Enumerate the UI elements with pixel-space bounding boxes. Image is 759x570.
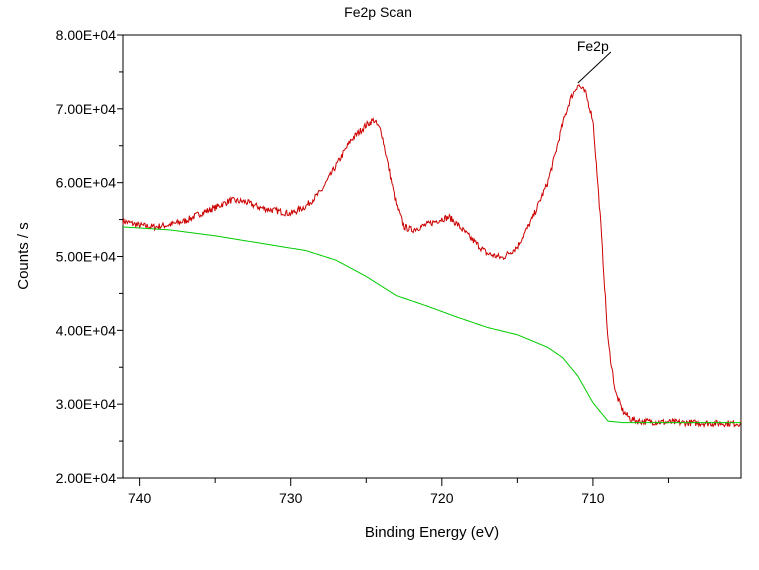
x-tick-label: 740: [128, 490, 152, 506]
plot-frame: [122, 34, 742, 479]
background-line: [122, 226, 741, 424]
annotation-layer: Fe2p: [577, 38, 612, 84]
y-tick-label: 4.00E+04: [56, 322, 117, 338]
x-tick-label: 710: [581, 490, 605, 506]
y-tick-label: 3.00E+04: [56, 396, 117, 412]
chart-title: Fe2p Scan: [344, 4, 412, 20]
spectrum-line: [122, 84, 742, 429]
y-tick-label: 7.00E+04: [56, 101, 117, 117]
x-tick-label: 730: [279, 490, 303, 506]
series-layer: [122, 84, 742, 429]
y-axis-label: Counts / s: [15, 222, 32, 290]
y-tick-label: 5.00E+04: [56, 249, 117, 265]
peak-annotation-label: Fe2p: [577, 38, 609, 54]
x-axis: 740 730 720 710: [128, 478, 669, 506]
x-axis-label: Binding Energy (eV): [365, 524, 499, 541]
y-tick-label: 2.00E+04: [56, 470, 117, 486]
x-tick-label: 720: [430, 490, 454, 506]
annotation-leader-line: [577, 51, 612, 84]
y-tick-label: 8.00E+04: [56, 27, 117, 43]
y-axis: 2.00E+04 3.00E+04 4.00E+04 5.00E+04 6.00E+04…: [56, 27, 123, 486]
y-tick-label: 6.00E+04: [56, 175, 117, 191]
